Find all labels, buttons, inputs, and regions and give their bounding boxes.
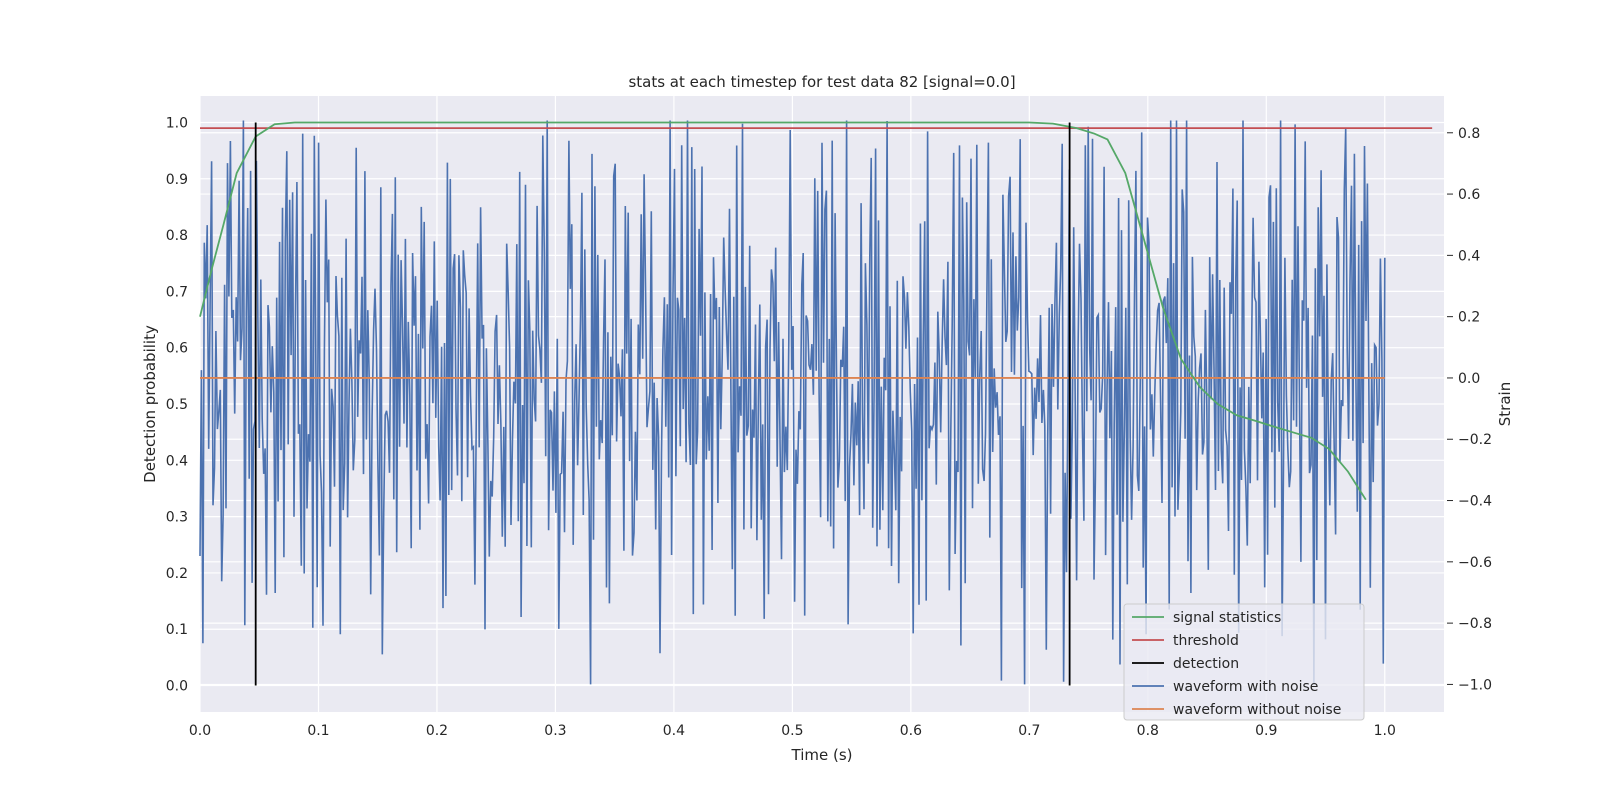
chart-title: stats at each timestep for test data 82 … xyxy=(628,73,1015,91)
x-tick-label: 0.5 xyxy=(781,723,803,739)
x-tick-label: 0.4 xyxy=(663,723,685,739)
y-tick-label: 0.8 xyxy=(166,228,188,244)
y-tick-label: 0.9 xyxy=(166,172,188,188)
y-tick-label: 0.6 xyxy=(166,341,188,357)
y2-tick-label: −0.6 xyxy=(1458,555,1492,571)
tick-labels: 0.0 0.1 0.2 0.3 0.4 0.5 0.6 0.7 0.8 0.9 1.0 0.0 0.1 0… xyxy=(166,115,1492,739)
y-tick-label: 1.0 xyxy=(166,115,188,131)
x-tick-label: 0.6 xyxy=(900,723,922,739)
y-tick-label: 0.7 xyxy=(166,284,188,300)
y2-tick-label: 0.8 xyxy=(1458,126,1480,142)
x-tick-label: 0.0 xyxy=(189,723,211,739)
x-tick-label: 0.7 xyxy=(1018,723,1040,739)
signal-statistics-line xyxy=(199,121,1367,501)
x-tick-label: 0.1 xyxy=(307,723,329,739)
legend-label-waveform-without-noise: waveform without noise xyxy=(1173,702,1341,718)
legend-label-signal-statistics: signal statistics xyxy=(1173,610,1281,626)
x-tick-label: 0.2 xyxy=(426,723,448,739)
x-tick-label: 1.0 xyxy=(1374,723,1396,739)
y2-tick-label: 0.0 xyxy=(1458,371,1480,387)
x-tick-label: 0.9 xyxy=(1255,723,1277,739)
y2-axis-label: Strain xyxy=(1496,382,1514,426)
series-layer xyxy=(199,120,1433,686)
y2-tick-label: 0.2 xyxy=(1458,310,1480,326)
y2-tick-label: 0.6 xyxy=(1458,187,1480,203)
legend-box xyxy=(1123,603,1365,721)
waveform-with-noise-line xyxy=(199,120,1386,685)
x-axis-label: Time (s) xyxy=(791,746,853,764)
y2-tick-label: −0.2 xyxy=(1458,432,1492,448)
y-tick-label: 0.5 xyxy=(166,397,188,413)
y-tick-label: 0.2 xyxy=(166,566,188,582)
legend-label-waveform-with-noise: waveform with noise xyxy=(1173,679,1318,695)
legend-label-detection: detection xyxy=(1173,656,1239,672)
y-tick-label: 0.4 xyxy=(166,453,188,469)
legend-label-threshold: threshold xyxy=(1173,633,1239,649)
y-tick-label: 0.0 xyxy=(166,679,188,695)
y2-tick-label: 0.4 xyxy=(1458,248,1480,264)
y2-tick-label: −0.8 xyxy=(1458,616,1492,632)
y2-tick-label: −0.4 xyxy=(1458,494,1492,510)
x-tick-label: 0.8 xyxy=(1137,723,1159,739)
y2-tick-label: −1.0 xyxy=(1458,677,1492,693)
legend: signal statistics threshold detection wa… xyxy=(1123,603,1365,721)
y-axis-label: Detection probability xyxy=(141,325,159,483)
x-tick-label: 0.3 xyxy=(544,723,566,739)
y-tick-label: 0.1 xyxy=(166,622,188,638)
y-tick-label: 0.3 xyxy=(166,510,188,526)
